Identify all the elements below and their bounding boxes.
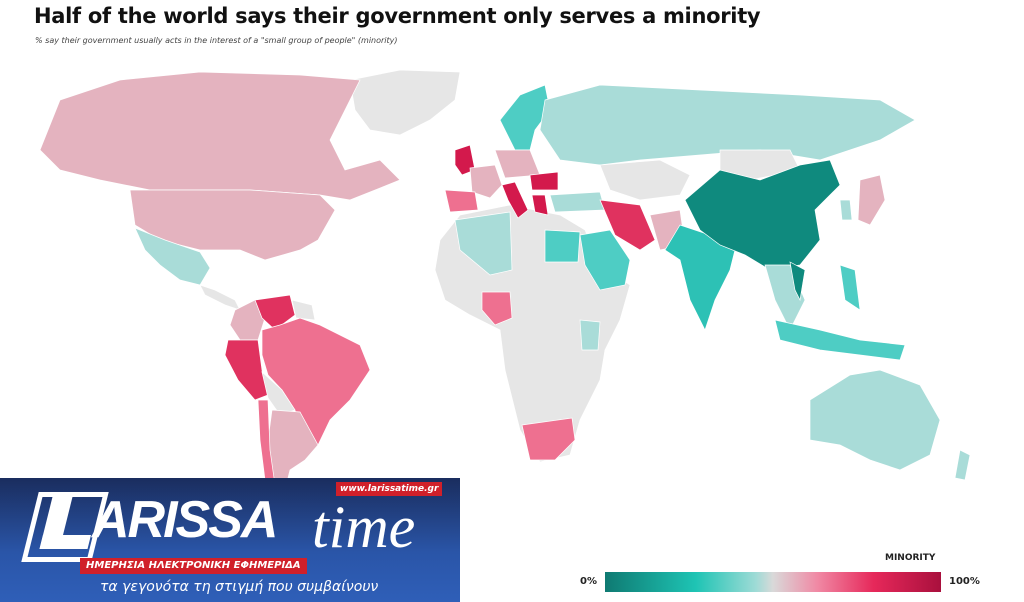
region-australia: [809, 369, 941, 471]
region-vietnam: [789, 261, 806, 302]
region-saudi-arabia: [579, 229, 631, 291]
region-uk: [454, 144, 476, 176]
region-peru: [224, 339, 269, 401]
region-china: [684, 159, 841, 271]
region-romania: [529, 171, 559, 191]
larissatime-logo[interactable]: ARISSA time www.larissatime.gr ΗΜΕΡΗΣΙΑ …: [0, 478, 460, 602]
region-venezuela: [254, 294, 296, 331]
logo-tagline: ΗΜΕΡΗΣΙΑ ΗΛΕΚΤΡΟΝΙΚΗ ΕΦΗΜΕΡΙΔΑ: [80, 558, 307, 574]
region-iran: [599, 199, 656, 251]
logo-slogan: τα γεγονότα τη στιγμή που συμβαίνουν: [100, 579, 379, 595]
legend-title: MINORITY: [885, 553, 936, 563]
region-italy: [501, 181, 529, 219]
region-kazakhstan: [599, 159, 691, 201]
region-greece: [531, 194, 549, 216]
region-korea: [839, 199, 853, 221]
region-canada: [39, 71, 401, 201]
region-turkey: [549, 191, 606, 213]
chart-title: Half of the world says their government …: [34, 4, 761, 28]
region-egypt: [544, 229, 581, 263]
region-new-zealand: [954, 449, 971, 481]
region-guianas: [291, 299, 316, 321]
region-south-africa: [521, 417, 576, 461]
region-france: [469, 164, 503, 199]
region-indonesia: [774, 319, 906, 361]
logo-url: www.larissatime.gr: [336, 482, 443, 496]
logo-brand-text: ARISSA: [92, 491, 278, 549]
legend-color-scale: [605, 572, 941, 592]
region-japan: [857, 174, 886, 226]
region-algeria: [454, 211, 513, 276]
legend-min-label: 0%: [580, 576, 597, 587]
region-philippines: [839, 264, 861, 311]
region-spain: [444, 189, 479, 213]
region-greenland: [349, 69, 461, 136]
legend-max-label: 100%: [949, 576, 980, 587]
logo-time-text: time: [312, 494, 416, 560]
region-central-america: [199, 284, 241, 311]
chart-subtitle: % say their government usually acts in t…: [35, 36, 398, 45]
region-russia: [539, 84, 916, 166]
region-nigeria: [481, 291, 513, 326]
region-kenya: [579, 319, 601, 351]
region-central-europe: [494, 149, 541, 179]
region-brazil: [261, 317, 371, 446]
